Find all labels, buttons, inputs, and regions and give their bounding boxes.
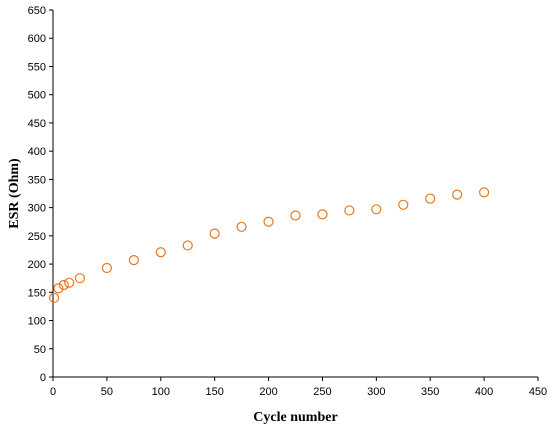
- y-tick-label: 550: [28, 61, 46, 73]
- x-tick-label: 50: [101, 386, 113, 398]
- data-point: [155, 247, 166, 258]
- y-tick-label: 450: [28, 118, 46, 130]
- x-ticks: 0 50 100 150 200 250 300 350 400 450: [50, 377, 547, 398]
- data-point: [64, 277, 75, 288]
- y-tick-label: 250: [28, 231, 46, 243]
- x-tick-label: 450: [529, 386, 547, 398]
- x-tick-label: 400: [475, 386, 493, 398]
- data-point: [209, 228, 220, 239]
- y-tick-label: 200: [28, 259, 46, 271]
- data-point: [398, 199, 409, 210]
- x-tick-label: 300: [367, 386, 385, 398]
- y-tick-label: 650: [28, 5, 46, 17]
- data-point: [53, 283, 64, 294]
- data-point: [74, 273, 86, 284]
- data-point: [58, 279, 69, 291]
- data-point: [479, 187, 490, 198]
- data-point: [236, 221, 247, 232]
- data-point: [101, 262, 112, 274]
- data-point: [128, 255, 139, 266]
- y-axis-title: ESR (Ohm): [7, 158, 22, 229]
- data-point: [182, 240, 193, 251]
- x-axis-title: Cycle number: [253, 410, 337, 425]
- y-tick-label: 600: [28, 33, 46, 45]
- data-point: [48, 292, 60, 304]
- x-tick-label: 100: [152, 386, 170, 398]
- axes: [52, 10, 538, 378]
- data-point: [371, 204, 382, 215]
- x-tick-label: 350: [421, 386, 439, 398]
- x-tick-label: 200: [259, 386, 277, 398]
- data-points: [48, 187, 490, 304]
- x-tick-label: 0: [50, 386, 56, 398]
- x-tick-label: 250: [313, 386, 331, 398]
- data-point: [263, 216, 274, 227]
- y-tick-label: 150: [28, 287, 46, 299]
- y-tick-label: 500: [28, 90, 46, 102]
- data-point: [290, 210, 301, 221]
- y-tick-label: 350: [28, 174, 46, 186]
- data-point: [317, 209, 328, 220]
- data-point: [344, 205, 355, 216]
- y-tick-label: 0: [40, 372, 46, 384]
- y-tick-label: 400: [28, 146, 46, 158]
- x-tick-label: 150: [205, 386, 223, 398]
- y-ticks: 0 50 100 150 200 250 300 350 400 450 500 550 600 650: [28, 5, 53, 384]
- data-point: [425, 193, 436, 204]
- y-tick-label: 50: [34, 344, 46, 356]
- y-tick-label: 100: [28, 316, 46, 328]
- y-tick-label: 300: [28, 203, 46, 215]
- data-point: [452, 189, 463, 200]
